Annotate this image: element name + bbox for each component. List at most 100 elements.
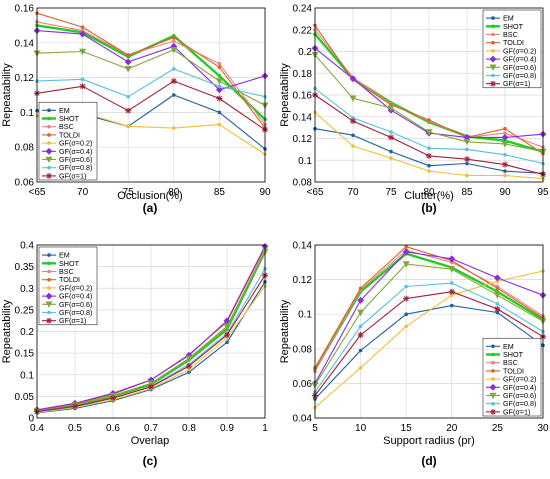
data-point [80, 25, 85, 29]
data-point [124, 58, 132, 66]
data-point [465, 161, 469, 166]
legend: EMSHOTBSCTOLDIGF(σ=0.2)GF(σ=0.4)GF(σ=0.6… [38, 246, 98, 325]
legend-entry: GF(σ=0.6) [486, 391, 536, 400]
y-tick-label: 0.04 [293, 414, 313, 425]
y-tick-label: 0.22 [293, 25, 313, 36]
legend-label: GF(σ=1) [59, 171, 86, 180]
legend-label: GF(σ=0.6) [59, 300, 92, 309]
data-point [450, 281, 454, 285]
data-point [170, 78, 177, 85]
x-tick-label: 0.7 [144, 423, 158, 434]
y-tick-label: 0.2 [20, 327, 34, 338]
legend-label: SHOT [59, 114, 80, 123]
y-tick-label: 0.3 [20, 284, 34, 295]
y-tick-label: 0.14 [15, 38, 35, 49]
legend-label: TOLDI [503, 366, 524, 375]
legend-entry: GF(σ=0.4) [486, 383, 536, 392]
data-point [80, 28, 85, 33]
data-point [357, 296, 365, 304]
legend-entry: BSC [42, 267, 74, 276]
data-point [427, 163, 431, 168]
y-tick-label: 0.2 [298, 47, 312, 58]
data-point [217, 74, 222, 78]
x-tick-label: 95 [537, 187, 549, 198]
legend-entry: GF(σ=0.8) [486, 399, 536, 408]
legend-label: GF(σ=0.6) [59, 155, 92, 164]
data-point [217, 61, 222, 66]
x-tick-label: <65 [29, 187, 46, 198]
y-tick-label: 0.24 [293, 4, 313, 15]
y-tick-label: 0.14 [293, 241, 313, 252]
data-point [503, 153, 507, 157]
y-tick-label: 0.1 [20, 108, 34, 119]
data-point [494, 306, 501, 313]
series-7 [313, 281, 545, 394]
data-point [358, 366, 363, 370]
data-point [503, 126, 507, 131]
legend-label: BSC [503, 30, 518, 39]
x-axis-label: Occlusion(%) [117, 190, 182, 202]
legend-label: GF(σ=1) [59, 316, 86, 325]
data-point [503, 173, 507, 178]
x-tick-label: 0.6 [106, 423, 120, 434]
legend-label: SHOT [503, 350, 524, 359]
y-tick-label: 0.4 [20, 241, 34, 252]
data-point [427, 169, 431, 173]
legend-entry: EM [486, 14, 514, 23]
chart-3: 0 0.05 0.1 0.15 0.2 0.25 0.3 0.35 0.4 0.4 0.5 0.6 0.… [1, 241, 269, 468]
data-point [465, 147, 469, 152]
legend: EMSHOTBSCTOLDIGF(σ=0.2)GF(σ=0.4)GF(σ=0.6… [482, 337, 542, 416]
legend-label: GF(σ=0.6) [503, 63, 536, 72]
x-tick-label: <65 [307, 187, 324, 198]
data-point [358, 286, 363, 291]
series-line [314, 246, 544, 369]
data-point [126, 94, 130, 99]
data-point [172, 67, 176, 71]
x-axis-label: Support radius (pr) [383, 435, 475, 447]
legend-entry: GF(σ=0.4) [42, 292, 92, 301]
legend-entry: TOLDI [486, 366, 524, 375]
data-point [79, 83, 86, 90]
data-point [501, 141, 509, 148]
panel-caption: (d) [421, 454, 436, 468]
legend-entry: GF(σ=0.2) [486, 375, 536, 384]
data-point [125, 107, 132, 114]
legend-entry: GF(σ=0.6) [486, 63, 536, 72]
data-point [225, 340, 229, 345]
y-tick-label: 0.12 [15, 73, 35, 84]
legend-label: GF(σ=0.8) [59, 308, 92, 317]
x-tick-label: 90 [499, 187, 511, 198]
legend-entry: EM [486, 342, 514, 351]
data-point [79, 48, 87, 56]
y-tick-label: 0.06 [15, 178, 35, 189]
data-point [501, 133, 509, 141]
legend-entry: GF(σ=0.4) [486, 55, 536, 64]
data-point [448, 288, 455, 295]
legend-entry: SHOT [42, 114, 80, 123]
panel-caption: (b) [421, 201, 436, 215]
data-point [465, 173, 469, 178]
series-line [314, 282, 544, 393]
x-tick-label: 0.9 [220, 423, 234, 434]
data-point [217, 84, 222, 89]
series-line [313, 252, 544, 371]
x-tick-label: 0.4 [30, 423, 44, 434]
data-point [464, 156, 470, 163]
legend-label: GF(σ=1) [503, 79, 530, 88]
y-tick-label: 0.08 [293, 344, 313, 355]
data-point [493, 292, 501, 299]
legend-entry: BSC [486, 30, 518, 39]
data-point [404, 244, 409, 249]
legend-label: GF(σ=0.2) [59, 139, 92, 148]
x-tick-label: 15 [401, 423, 413, 434]
series-line [36, 80, 266, 131]
legend-label: GF(σ=0.2) [503, 46, 536, 55]
x-tick-label: 20 [446, 423, 458, 434]
y-tick-label: 0.14 [293, 112, 313, 123]
series-6 [311, 51, 547, 156]
legend-entry: GF(σ=0.6) [42, 155, 92, 164]
y-tick-label: 0.08 [293, 178, 313, 189]
legend-label: TOLDI [59, 130, 80, 139]
legend-label: GF(σ=0.4) [59, 292, 92, 301]
data-point [404, 312, 409, 317]
